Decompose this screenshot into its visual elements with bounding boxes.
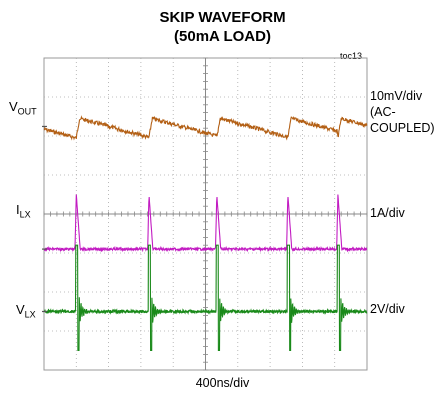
vout-trace — [43, 115, 368, 141]
vout-scale: 10mV/div (AC- COUPLED) — [370, 88, 435, 136]
figure-id: toc13 — [340, 51, 363, 61]
vout-scale-line3: COUPLED) — [370, 121, 435, 135]
ilx-label-sub: LX — [19, 209, 31, 220]
vout-scale-line1: 10mV/div — [370, 89, 423, 103]
vlx-scale: 2V/div — [370, 302, 405, 316]
x-axis-label: 400ns/div — [195, 376, 250, 390]
vlx-trace — [43, 244, 368, 352]
chart-subtitle: (50mA LOAD) — [174, 28, 271, 45]
vlx-label-sub: LX — [24, 309, 36, 320]
vout-scale-line2: (AC- — [370, 105, 396, 119]
ilx-label: ILX — [16, 202, 31, 223]
vlx-label-name: V — [16, 302, 25, 317]
vout-label-name: V — [9, 99, 18, 114]
chart-title: SKIP WAVEFORM — [159, 9, 286, 26]
ilx-label-name: I — [16, 202, 20, 217]
ilx-trace — [43, 194, 368, 253]
vlx-label: VLX — [16, 302, 36, 323]
vout-label-sub: OUT — [17, 106, 37, 117]
vout-label: VOUT — [9, 99, 37, 120]
ilx-scale: 1A/div — [370, 206, 405, 220]
